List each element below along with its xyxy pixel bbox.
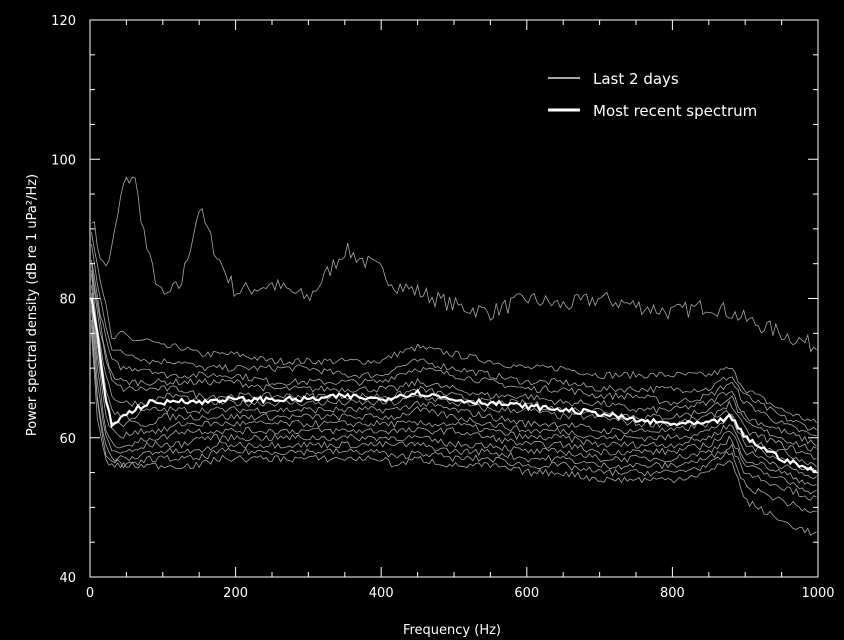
history-curve <box>91 305 817 486</box>
y-tick-label: 40 <box>59 571 76 586</box>
x-tick-label: 200 <box>223 586 248 601</box>
y-tick-label: 60 <box>59 432 76 447</box>
history-curve <box>91 292 817 474</box>
history-curve <box>91 259 817 437</box>
y-axis-label: Power spectral density (dB re 1 uPa²/Hz) <box>25 174 40 436</box>
y-tick-label: 100 <box>51 153 76 168</box>
x-tick-label: 400 <box>369 586 394 601</box>
y-tick-label: 80 <box>59 293 76 308</box>
history-curve <box>91 324 817 513</box>
history-curve <box>91 244 817 431</box>
history-curve <box>91 232 817 424</box>
history-curve <box>91 301 817 480</box>
legend-label-most-recent: Most recent spectrum <box>593 102 757 120</box>
x-tick-label: 800 <box>660 586 685 601</box>
history-curve <box>91 176 817 353</box>
recent-series-line <box>90 297 817 473</box>
x-tick-label: 0 <box>86 586 94 601</box>
history-curve <box>91 309 817 495</box>
history-series-lines <box>91 176 817 537</box>
y-tick-label: 120 <box>51 14 76 29</box>
history-curve <box>91 319 817 501</box>
legend-label-last-2-days: Last 2 days <box>593 70 679 88</box>
history-curve <box>91 332 817 537</box>
history-curve <box>91 263 817 447</box>
recent-curve <box>90 297 817 473</box>
x-tick-label: 600 <box>514 586 539 601</box>
ticks <box>89 19 819 578</box>
x-tick-label: 1000 <box>801 586 834 601</box>
x-axis-label: Frequency (Hz) <box>403 623 501 638</box>
legend: Last 2 days Most recent spectrum <box>548 70 757 120</box>
history-curve <box>91 285 817 468</box>
history-curve <box>91 274 817 460</box>
history-curve <box>91 270 817 452</box>
tick-labels: 0 200 400 600 800 1000 40 60 80 100 120 <box>51 14 834 601</box>
